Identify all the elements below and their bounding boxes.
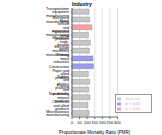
svg-text:Primarymetalindustries: Primarymetalindustries (54, 53, 70, 64)
svg-text:Miscellaneousmanufacturing: Miscellaneousmanufacturing (46, 110, 69, 118)
svg-text:Non-metallicmineralproducts: Non-metallicmineralproducts (49, 92, 69, 103)
svg-text:Electricalmachinerymanufacturi: Electricalmachinerymanufacturing (46, 45, 69, 56)
svg-text:250: 250 (107, 120, 114, 125)
svg-text:Motorvehicleandequipmentmanufa: Motorvehicleandequipmentmanufacturing (46, 19, 70, 37)
svg-text:0: 0 (71, 120, 74, 125)
svg-text:Proportionate Mortality Ratio: Proportionate Mortality Ratio (PMR) (59, 130, 131, 135)
svg-text:300: 300 (114, 120, 121, 125)
svg-text:150: 150 (91, 120, 98, 125)
svg-text:100: 100 (84, 120, 91, 125)
svg-text:50: 50 (77, 120, 82, 125)
svg-text:200: 200 (99, 120, 106, 125)
